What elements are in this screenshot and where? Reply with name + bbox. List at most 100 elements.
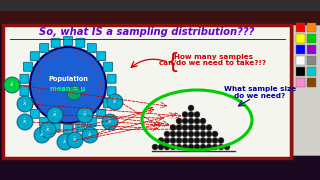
Circle shape [158,138,164,143]
FancyBboxPatch shape [40,118,49,127]
Circle shape [218,144,224,150]
FancyBboxPatch shape [87,44,96,53]
Circle shape [188,111,194,118]
Bar [307,45,316,54]
FancyBboxPatch shape [20,87,29,96]
FancyBboxPatch shape [63,37,73,46]
FancyBboxPatch shape [23,62,32,71]
FancyBboxPatch shape [30,109,39,118]
Circle shape [224,144,230,150]
Circle shape [200,131,206,137]
FancyBboxPatch shape [30,52,39,61]
Text: $\bar{x}$: $\bar{x}$ [87,131,93,139]
Text: What sample size
do we need?: What sample size do we need? [224,86,296,98]
Circle shape [212,138,218,143]
Circle shape [182,125,188,130]
Circle shape [194,131,200,137]
Circle shape [77,107,93,123]
Bar [307,78,316,87]
Circle shape [17,96,33,112]
Circle shape [194,111,200,118]
Text: How many samples
can/do we need to take?!?: How many samples can/do we need to take?… [159,53,267,66]
Circle shape [176,125,182,130]
Circle shape [188,118,194,124]
Text: $\bar{x}$: $\bar{x}$ [62,138,68,146]
Circle shape [200,125,206,130]
Circle shape [200,138,206,143]
Circle shape [194,118,200,124]
Circle shape [176,138,182,143]
Circle shape [152,144,158,150]
Circle shape [4,77,20,93]
FancyBboxPatch shape [97,109,106,118]
Circle shape [107,94,123,110]
Bar [0,0,320,11]
Circle shape [206,144,212,150]
FancyBboxPatch shape [76,38,85,47]
Text: $\bar{x}$: $\bar{x}$ [82,111,88,119]
Text: $\bar{x}$: $\bar{x}$ [45,126,51,134]
Text: $\bar{x}$: $\bar{x}$ [112,98,118,106]
Circle shape [158,144,164,150]
FancyBboxPatch shape [97,52,106,61]
Circle shape [176,144,182,150]
Circle shape [67,132,83,148]
FancyBboxPatch shape [76,123,85,132]
Bar [296,34,305,43]
Bar [296,78,305,87]
Circle shape [188,105,194,111]
Circle shape [200,118,206,124]
Circle shape [182,144,188,150]
Circle shape [188,144,194,150]
Circle shape [182,118,188,124]
Circle shape [40,122,56,138]
FancyBboxPatch shape [107,87,116,96]
Text: $\bar{x}$: $\bar{x}$ [22,100,28,108]
Bar [296,23,305,32]
FancyBboxPatch shape [20,74,29,83]
Circle shape [182,131,188,137]
Circle shape [206,138,212,143]
Circle shape [194,138,200,143]
FancyBboxPatch shape [51,123,60,132]
Circle shape [200,144,206,150]
Circle shape [34,127,50,143]
Circle shape [67,86,81,100]
Bar [0,11,320,25]
Circle shape [176,131,182,137]
Bar [307,34,316,43]
Circle shape [170,131,176,137]
Circle shape [188,125,194,130]
Circle shape [170,144,176,150]
FancyBboxPatch shape [87,118,96,127]
FancyBboxPatch shape [40,44,49,53]
Circle shape [170,125,176,130]
Circle shape [170,138,176,143]
Text: $\bar{x}$: $\bar{x}$ [39,131,45,139]
Text: $\bar{x}$: $\bar{x}$ [107,118,113,126]
FancyBboxPatch shape [104,99,113,108]
Bar [296,56,305,65]
Bar [307,67,316,76]
Text: So, what IS a sampling distribution???: So, what IS a sampling distribution??? [39,27,255,37]
Circle shape [176,118,182,124]
Circle shape [164,144,170,150]
Circle shape [57,134,73,150]
Circle shape [17,114,33,130]
Text: {: { [165,52,179,72]
Circle shape [164,138,170,143]
Circle shape [102,114,118,130]
Text: $\bar{x}$: $\bar{x}$ [9,81,15,89]
Circle shape [164,131,170,137]
Circle shape [194,144,200,150]
FancyBboxPatch shape [63,125,73,134]
FancyBboxPatch shape [51,38,60,47]
Bar [293,25,320,155]
Text: mean = μ: mean = μ [50,86,86,92]
Text: $\bar{x}$: $\bar{x}$ [72,136,78,144]
Bar [307,56,316,65]
Circle shape [47,107,63,123]
Circle shape [206,131,212,137]
Bar [307,23,316,32]
Text: Population: Population [48,76,88,82]
